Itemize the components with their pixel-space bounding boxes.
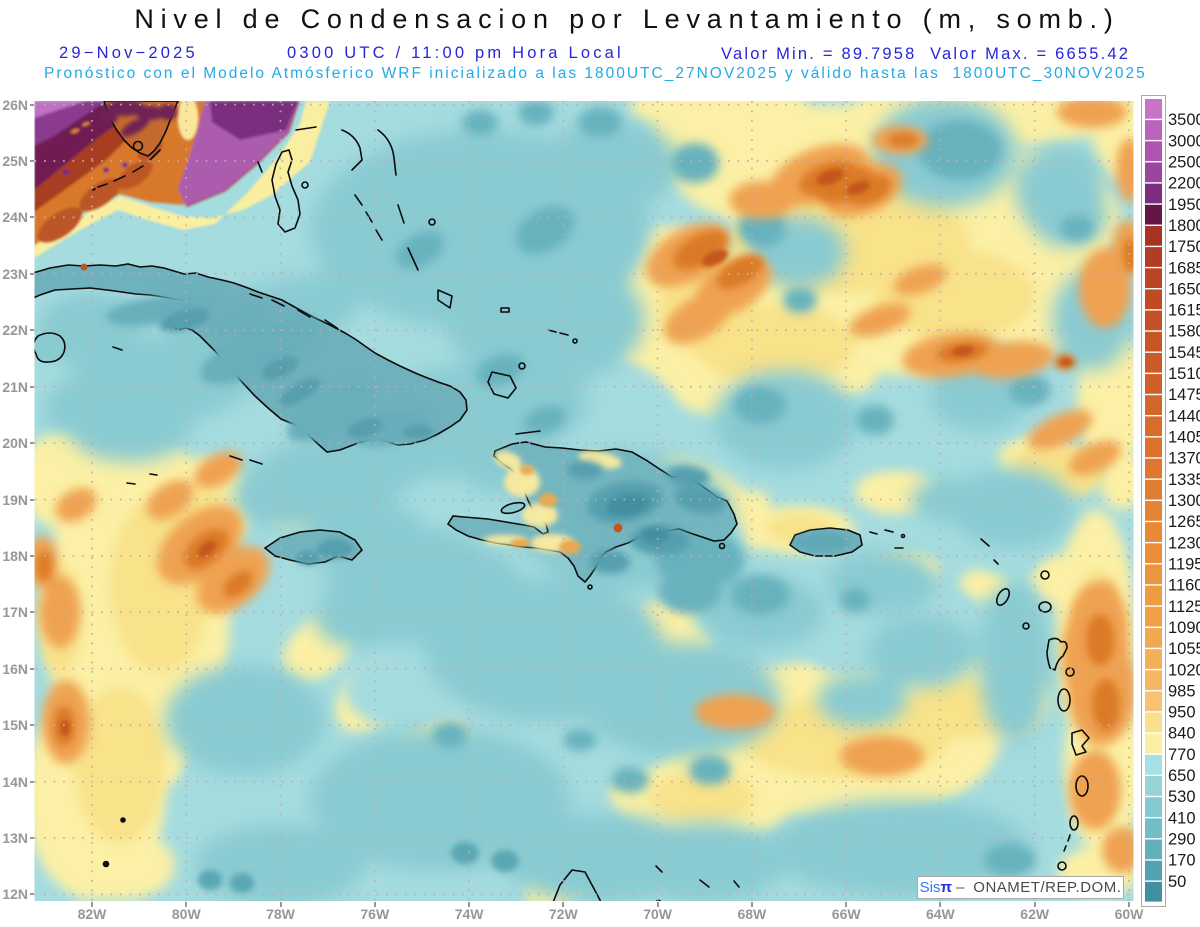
svg-text:3500: 3500 [1168,111,1200,129]
svg-text:1020: 1020 [1168,661,1200,679]
svg-text:1510: 1510 [1168,365,1200,383]
svg-text:1580: 1580 [1168,323,1200,341]
svg-text:770: 770 [1168,746,1196,764]
svg-text:1405: 1405 [1168,429,1200,447]
svg-text:1195: 1195 [1168,556,1200,574]
svg-text:2200: 2200 [1168,175,1200,193]
svg-text:2500: 2500 [1168,154,1200,172]
svg-text:50: 50 [1168,873,1186,891]
svg-text:1440: 1440 [1168,407,1200,425]
svg-text:985: 985 [1168,682,1196,700]
svg-text:1055: 1055 [1168,640,1200,658]
svg-text:3000: 3000 [1168,132,1200,150]
svg-text:1335: 1335 [1168,471,1200,489]
svg-text:1615: 1615 [1168,302,1200,320]
svg-text:650: 650 [1168,767,1196,785]
svg-text:1370: 1370 [1168,450,1200,468]
svg-text:840: 840 [1168,725,1196,743]
svg-text:1265: 1265 [1168,513,1200,531]
svg-text:1800: 1800 [1168,217,1200,235]
svg-text:1230: 1230 [1168,534,1200,552]
svg-text:1125: 1125 [1168,598,1200,616]
svg-text:1750: 1750 [1168,238,1200,256]
svg-text:1300: 1300 [1168,492,1200,510]
svg-text:1685: 1685 [1168,259,1200,277]
svg-text:1475: 1475 [1168,386,1200,404]
svg-text:530: 530 [1168,788,1196,806]
svg-text:1090: 1090 [1168,619,1200,637]
svg-text:170: 170 [1168,852,1196,870]
svg-text:1545: 1545 [1168,344,1200,362]
svg-text:1650: 1650 [1168,280,1200,298]
svg-text:410: 410 [1168,809,1196,827]
svg-text:1160: 1160 [1168,577,1200,595]
svg-text:290: 290 [1168,831,1196,849]
svg-text:950: 950 [1168,704,1196,722]
svg-text:1950: 1950 [1168,196,1200,214]
